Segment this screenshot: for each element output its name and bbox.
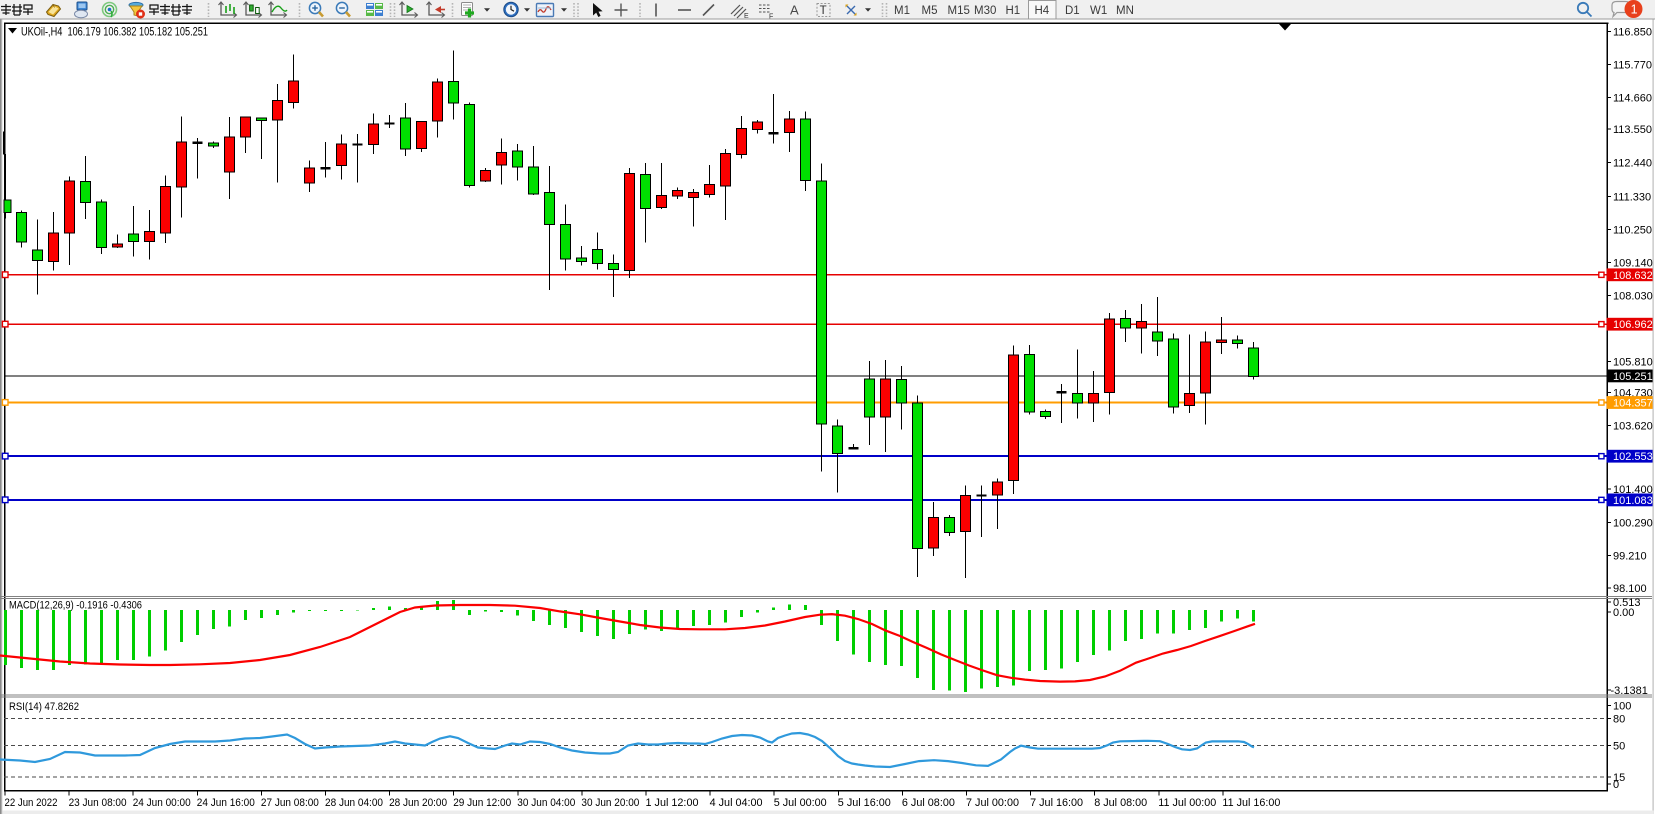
svg-text:110.250: 110.250 bbox=[1613, 225, 1652, 237]
svg-text:28 Jun 04:00: 28 Jun 04:00 bbox=[325, 797, 383, 809]
svg-text:30 Jun 20:00: 30 Jun 20:00 bbox=[581, 797, 639, 809]
svg-text:111.330: 111.330 bbox=[1613, 191, 1651, 203]
svg-text:4 Jul 04:00: 4 Jul 04:00 bbox=[710, 797, 763, 809]
svg-text:F: F bbox=[769, 14, 773, 21]
svg-text:D1: D1 bbox=[1065, 5, 1080, 17]
svg-text:0: 0 bbox=[1613, 779, 1619, 791]
svg-text:M30: M30 bbox=[974, 5, 996, 17]
svg-text:H4: H4 bbox=[1035, 5, 1050, 17]
svg-text:101.400: 101.400 bbox=[1613, 484, 1653, 496]
svg-text:5 Jul 00:00: 5 Jul 00:00 bbox=[774, 797, 827, 809]
svg-text:29 Jun 12:00: 29 Jun 12:00 bbox=[453, 797, 511, 809]
svg-text:116.850: 116.850 bbox=[1613, 27, 1652, 39]
svg-text:24 Jun 16:00: 24 Jun 16:00 bbox=[197, 797, 255, 809]
svg-text:11 Jul 00:00: 11 Jul 00:00 bbox=[1158, 797, 1216, 809]
svg-text:105.810: 105.810 bbox=[1613, 357, 1653, 369]
svg-text:103.620: 103.620 bbox=[1613, 421, 1653, 433]
svg-text:W1: W1 bbox=[1090, 5, 1107, 17]
svg-text:1 Jul 12:00: 1 Jul 12:00 bbox=[646, 797, 699, 809]
svg-text:7 Jul 16:00: 7 Jul 16:00 bbox=[1030, 797, 1083, 809]
svg-text:101.083: 101.083 bbox=[1613, 495, 1653, 507]
svg-text:5 Jul 16:00: 5 Jul 16:00 bbox=[838, 797, 891, 809]
svg-text:28 Jun 20:00: 28 Jun 20:00 bbox=[389, 797, 447, 809]
svg-text:99.210: 99.210 bbox=[1613, 551, 1647, 563]
svg-text:23 Jun 08:00: 23 Jun 08:00 bbox=[69, 797, 127, 809]
svg-text:104.357: 104.357 bbox=[1613, 398, 1653, 410]
svg-text:106.962: 106.962 bbox=[1613, 319, 1653, 331]
svg-text:100: 100 bbox=[1613, 701, 1631, 713]
svg-text:108.030: 108.030 bbox=[1613, 291, 1653, 303]
svg-text:80: 80 bbox=[1613, 713, 1625, 725]
svg-text:-3.1381: -3.1381 bbox=[1611, 685, 1648, 697]
svg-text:RSI(14) 47.8262: RSI(14) 47.8262 bbox=[9, 701, 79, 713]
svg-text:15: 15 bbox=[1613, 772, 1625, 784]
svg-text:30 Jun 04:00: 30 Jun 04:00 bbox=[517, 797, 575, 809]
svg-text:6 Jul 08:00: 6 Jul 08:00 bbox=[902, 797, 955, 809]
svg-text:109.140: 109.140 bbox=[1613, 258, 1653, 270]
svg-text:M1: M1 bbox=[894, 5, 910, 17]
svg-text:115.770: 115.770 bbox=[1613, 59, 1652, 71]
svg-text:24 Jun 00:00: 24 Jun 00:00 bbox=[133, 797, 191, 809]
svg-text:1: 1 bbox=[1631, 2, 1638, 16]
svg-text:98.100: 98.100 bbox=[1613, 583, 1647, 595]
svg-text:A: A bbox=[790, 3, 799, 18]
svg-text:105.251: 105.251 bbox=[1613, 371, 1653, 383]
svg-text:27 Jun 08:00: 27 Jun 08:00 bbox=[261, 797, 319, 809]
svg-text:M5: M5 bbox=[922, 5, 938, 17]
svg-text:50: 50 bbox=[1613, 741, 1625, 753]
svg-text:0.513: 0.513 bbox=[1613, 597, 1641, 609]
svg-text:114.660: 114.660 bbox=[1613, 92, 1652, 104]
svg-text:MACD(12,26,9) -0.1916 -0.4306: MACD(12,26,9) -0.1916 -0.4306 bbox=[9, 600, 142, 612]
svg-text:7 Jul 00:00: 7 Jul 00:00 bbox=[966, 797, 1019, 809]
svg-text:113.550: 113.550 bbox=[1613, 124, 1652, 136]
svg-text:H1: H1 bbox=[1006, 5, 1021, 17]
svg-text:E: E bbox=[744, 13, 749, 20]
svg-text:22 Jun 2022: 22 Jun 2022 bbox=[5, 797, 58, 809]
svg-text:0.00: 0.00 bbox=[1613, 607, 1634, 619]
svg-text:MN: MN bbox=[1116, 5, 1134, 17]
svg-text:M15: M15 bbox=[948, 5, 970, 17]
svg-text:11 Jul 16:00: 11 Jul 16:00 bbox=[1222, 797, 1280, 809]
svg-text:UKOil-,H4 106.179 106.382 105: UKOil-,H4 106.179 106.382 105.182 105.25… bbox=[21, 25, 208, 39]
svg-text:100.290: 100.290 bbox=[1613, 517, 1653, 529]
svg-text:T: T bbox=[820, 5, 827, 17]
svg-text:102.553: 102.553 bbox=[1613, 451, 1653, 463]
svg-text:112.440: 112.440 bbox=[1613, 157, 1652, 169]
svg-text:108.632: 108.632 bbox=[1613, 270, 1653, 282]
svg-text:8 Jul 08:00: 8 Jul 08:00 bbox=[1094, 797, 1147, 809]
